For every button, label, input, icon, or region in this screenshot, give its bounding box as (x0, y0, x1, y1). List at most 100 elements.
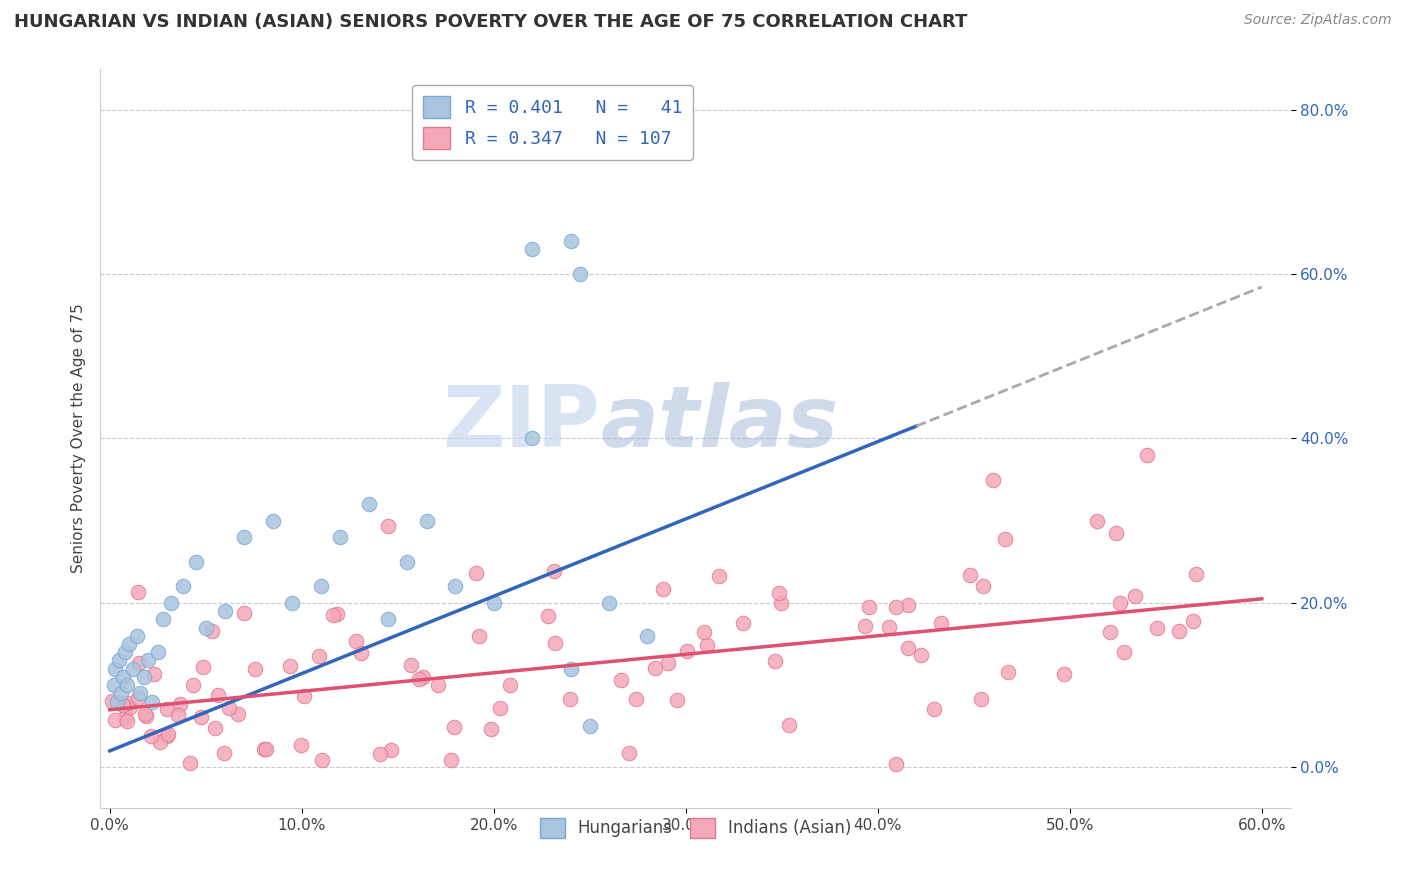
Point (464, 566, 486, 581)
Point (997, 665, 1019, 680)
Point (120, 699, 142, 714)
Point (179, 756, 201, 770)
Point (444, 579, 467, 593)
Point (399, 658, 422, 673)
Point (107, 695, 129, 709)
Point (544, 636, 567, 650)
Point (141, 730, 163, 744)
Point (141, 695, 163, 709)
Point (558, 692, 581, 706)
Point (610, 673, 633, 687)
Point (536, 608, 558, 623)
Point (1114, 645, 1136, 659)
Point (207, 688, 229, 702)
Point (204, 721, 226, 735)
Point (112, 698, 135, 713)
Point (311, 753, 333, 767)
Point (278, 658, 301, 673)
Point (1098, 624, 1121, 639)
Point (858, 599, 880, 614)
Point (644, 661, 666, 675)
Point (114, 699, 136, 714)
Point (169, 697, 191, 711)
Point (598, 596, 620, 610)
Point (520, 432, 543, 446)
Point (128, 656, 150, 670)
Point (696, 638, 718, 652)
Point (194, 621, 217, 635)
Point (214, 604, 236, 618)
Point (1146, 621, 1168, 635)
Point (897, 640, 920, 655)
Point (693, 625, 716, 640)
Point (924, 702, 946, 716)
Point (326, 607, 349, 622)
Point (427, 678, 450, 692)
Point (396, 555, 419, 569)
Point (254, 741, 277, 756)
Point (994, 532, 1017, 546)
Point (853, 618, 876, 632)
Point (290, 738, 312, 752)
Point (309, 579, 332, 593)
Point (115, 696, 138, 710)
Point (104, 662, 127, 676)
Point (115, 678, 138, 692)
Point (156, 729, 179, 743)
Point (482, 596, 505, 610)
Point (443, 720, 465, 734)
Point (118, 637, 141, 651)
Point (127, 584, 149, 599)
Point (731, 615, 754, 630)
Text: HUNGARIAN VS INDIAN (ASIAN) SENIORS POVERTY OVER THE AGE OF 75 CORRELATION CHART: HUNGARIAN VS INDIAN (ASIAN) SENIORS POVE… (14, 13, 967, 31)
Point (560, 662, 582, 676)
Text: atlas: atlas (600, 382, 838, 466)
Point (346, 634, 368, 648)
Point (103, 678, 125, 692)
Point (657, 656, 679, 670)
Point (166, 708, 188, 723)
Point (112, 670, 135, 684)
Point (897, 599, 920, 613)
Point (134, 706, 156, 721)
Point (201, 624, 224, 639)
Point (929, 615, 952, 630)
Point (1105, 526, 1128, 541)
Point (520, 243, 543, 257)
Point (117, 714, 139, 728)
Point (136, 653, 159, 667)
Point (152, 612, 174, 626)
Text: Source: ZipAtlas.com: Source: ZipAtlas.com (1244, 13, 1392, 28)
Point (156, 702, 179, 716)
Point (467, 628, 489, 642)
Point (910, 648, 932, 662)
Point (879, 620, 901, 634)
Point (652, 582, 675, 596)
Point (228, 707, 250, 722)
Point (114, 645, 136, 659)
Point (763, 654, 786, 668)
Point (569, 267, 592, 281)
Point (1181, 614, 1204, 628)
Point (377, 519, 399, 533)
Point (322, 607, 344, 622)
Point (412, 670, 434, 684)
Point (134, 670, 156, 684)
Point (329, 530, 352, 544)
Point (233, 607, 256, 621)
Point (262, 514, 284, 528)
Point (499, 678, 522, 692)
Point (114, 711, 136, 725)
Point (233, 530, 256, 544)
Point (1125, 589, 1147, 603)
Point (770, 596, 793, 610)
Point (100, 694, 122, 708)
Point (281, 596, 304, 610)
Point (157, 727, 180, 741)
Point (184, 555, 207, 569)
Point (110, 686, 132, 700)
Point (481, 722, 503, 736)
Point (121, 662, 143, 676)
Point (253, 742, 276, 756)
Point (970, 691, 993, 706)
